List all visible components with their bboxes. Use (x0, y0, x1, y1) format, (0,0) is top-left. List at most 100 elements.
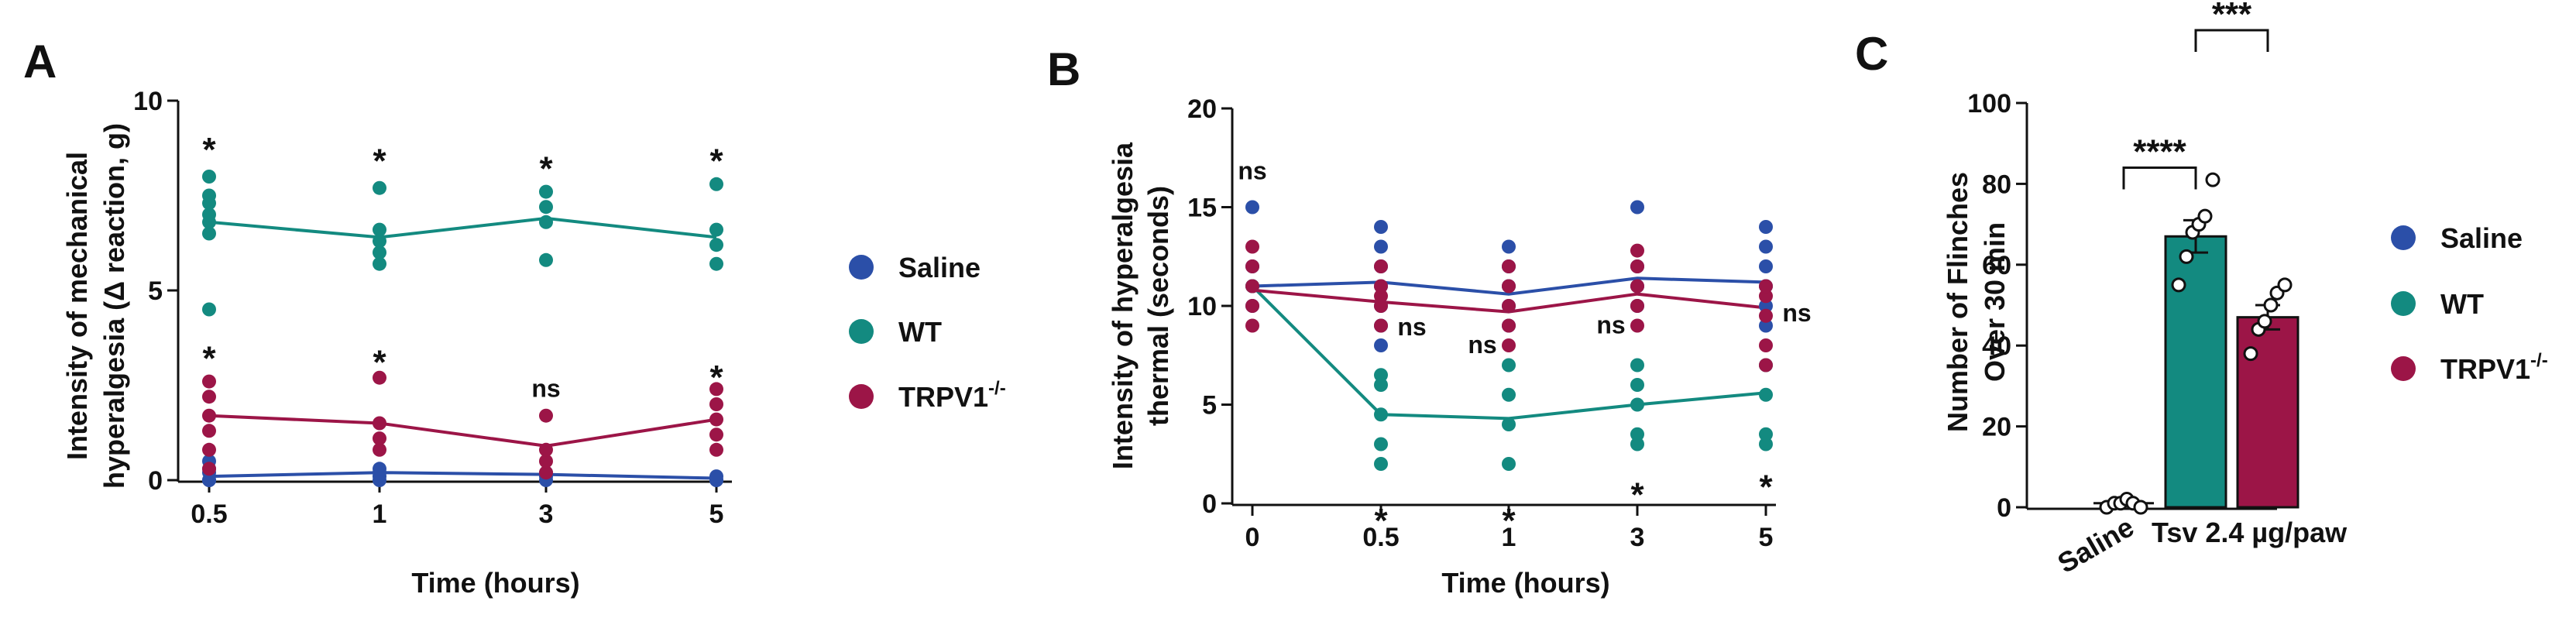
legend-label-wt: WT (898, 316, 942, 348)
data-point-trpv1 (1245, 279, 1259, 294)
data-point-trpv1 (1502, 279, 1516, 294)
significance-star: * (709, 142, 723, 180)
bar-data-point (2205, 172, 2221, 187)
data-point-trpv1 (202, 462, 216, 476)
data-point-wt (539, 252, 553, 267)
data-point-trpv1 (1759, 308, 1773, 323)
data-point-trpv1 (1630, 259, 1644, 273)
bar-data-point (2277, 277, 2293, 293)
data-point-wt (1630, 427, 1644, 441)
data-point-trpv1 (709, 427, 723, 442)
data-point-saline (1502, 239, 1516, 254)
y-tick-label: 20 (1187, 94, 1217, 124)
bar-wt (2164, 235, 2227, 509)
data-point-wt (1374, 378, 1388, 392)
significance-star: * (1630, 476, 1644, 514)
panel-a-letter: A (23, 36, 57, 88)
x-tick-label: 3 (539, 500, 554, 529)
legend-label-saline: Saline (2440, 222, 2523, 254)
x-tick-label: 3 (1630, 523, 1645, 552)
data-point-wt (202, 188, 216, 203)
data-point-saline (1759, 299, 1773, 313)
data-point-saline (709, 469, 723, 484)
y-tick-label: 5 (148, 276, 163, 306)
data-point-trpv1 (539, 454, 553, 469)
data-point-saline (1374, 239, 1388, 254)
series-line-trpv1 (208, 414, 717, 448)
data-point-saline (1245, 200, 1259, 215)
data-point-wt (202, 208, 216, 221)
panel-c-ylabel-line2: Over 30 min (1979, 222, 2011, 382)
legend-label-saline: Saline (898, 252, 981, 283)
bar-data-point (2257, 314, 2272, 329)
y-tick-label: 10 (133, 87, 163, 116)
data-point-trpv1 (709, 382, 723, 397)
legend-label-wt: WT (2440, 288, 2484, 320)
data-point-wt (202, 226, 216, 241)
legend-marker-trpv1 (2391, 356, 2416, 381)
data-point-trpv1 (1245, 239, 1259, 254)
x-tick-label: 1 (373, 500, 387, 529)
data-point-trpv1 (1374, 279, 1388, 294)
y-tick-label: 15 (1187, 194, 1217, 223)
data-point-trpv1 (373, 416, 386, 431)
significance-star: * (709, 359, 723, 397)
panel-c-letter: C (1855, 28, 1888, 80)
data-point-wt (1630, 358, 1644, 373)
y-tick-label: 80 (1982, 170, 2011, 199)
data-point-saline (1374, 220, 1388, 234)
data-point-trpv1 (1630, 318, 1644, 333)
data-point-wt (539, 200, 553, 215)
data-point-wt (1630, 378, 1644, 392)
data-point-wt (539, 215, 553, 229)
y-tick-label: 0 (1202, 489, 1217, 519)
legend-marker-trpv1 (849, 384, 874, 409)
legend-marker-saline (849, 255, 874, 280)
data-point-wt (1502, 417, 1516, 431)
data-point-wt (539, 184, 553, 199)
data-point-trpv1 (202, 374, 216, 389)
panel-b-ylabel-line1: Intensity of hyperalgesia (1107, 142, 1139, 469)
x-tick-label: 0.5 (191, 500, 227, 529)
significance-ns: ns (1782, 299, 1811, 327)
data-point-trpv1 (709, 397, 723, 411)
legend-label-trpv1: TRPV1-/- (898, 378, 1006, 413)
panel-c-chart: C Number of Flinches Over 30 min 0 20 40 60… (1855, 0, 2348, 579)
data-point-wt (1502, 457, 1516, 471)
data-point-trpv1 (202, 424, 216, 438)
panel-b-chart: B Intensity of hyperalgesia thermal (sec… (1047, 43, 1812, 599)
x-tick-label: 0 (1245, 523, 1260, 552)
data-point-trpv1 (1630, 279, 1644, 294)
data-point-trpv1 (1374, 259, 1388, 273)
data-point-trpv1 (1502, 299, 1516, 313)
data-point-trpv1 (1759, 289, 1773, 304)
panel-b-letter: B (1047, 43, 1080, 95)
series-line-saline (1252, 276, 1767, 296)
data-point-trpv1 (1502, 318, 1516, 333)
panel-b-ylabel-line2: thermal (seconds) (1142, 186, 1174, 426)
bar-data-point (2133, 500, 2148, 515)
data-point-wt (1630, 437, 1644, 451)
bar-data-point (2171, 277, 2186, 293)
data-point-trpv1 (709, 442, 723, 457)
x-tick-label: 1 (1502, 523, 1516, 552)
data-point-wt (373, 234, 386, 249)
significance-ns: ns (1397, 313, 1426, 341)
x-group-label-tsv: Tsv 2.4 µg/paw (2152, 517, 2348, 548)
significance-star: * (539, 149, 553, 187)
legend-panel-a: Saline WT TRPV1-/- (849, 252, 1006, 413)
data-point-trpv1 (539, 408, 553, 423)
data-point-wt (1374, 407, 1388, 422)
data-point-trpv1 (539, 465, 553, 480)
y-tick-label: 10 (1187, 292, 1217, 321)
data-point-trpv1 (709, 412, 723, 427)
data-point-saline (1759, 318, 1773, 333)
x-tick-label: 5 (1759, 523, 1774, 552)
bar-data-point (2179, 249, 2194, 264)
series-line-saline (208, 471, 717, 480)
series-line-wt (208, 216, 717, 239)
y-tick-label: 40 (1982, 331, 2011, 361)
data-point-trpv1 (202, 408, 216, 423)
data-point-wt (709, 177, 723, 191)
legend-marker-wt (2391, 291, 2416, 316)
